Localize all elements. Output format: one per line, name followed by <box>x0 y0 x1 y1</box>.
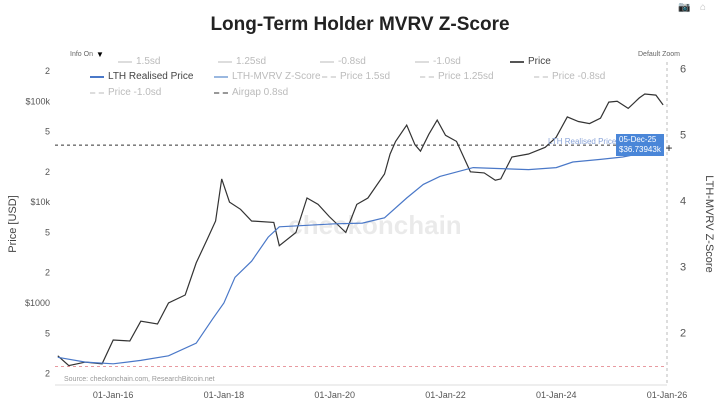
series-lth-realised-price <box>57 144 664 365</box>
source-note: Source: checkonchain.com, ResearchBitcoi… <box>64 376 215 383</box>
legend-swatch <box>534 75 548 78</box>
legend-swatch <box>214 91 228 94</box>
legend-swatch <box>510 60 524 63</box>
legend-label: Price 1.25sd <box>438 71 494 82</box>
legend-label: LTH Realised Price <box>108 71 194 82</box>
legend-item[interactable]: LTH-MVRV Z-Score <box>214 71 321 82</box>
default-zoom-button[interactable]: Default Zoom <box>638 51 681 58</box>
dropdown-arrow-icon[interactable]: ▼ <box>96 50 104 59</box>
y2-tick-label: 4 <box>680 195 686 207</box>
legend-item[interactable]: Price -1.0sd <box>90 87 161 98</box>
legend-item[interactable]: Price -0.8sd <box>534 71 605 82</box>
crosshair-icon: + <box>665 141 672 155</box>
legend-item[interactable]: Price 1.25sd <box>420 71 494 82</box>
tooltip-series-label: LTH Realised Price <box>548 137 617 146</box>
x-tick-label: 01-Jan-24 <box>536 390 577 400</box>
tooltip-value: $36.73943k <box>619 145 661 154</box>
legend-label: LTH-MVRV Z-Score <box>232 71 321 82</box>
y-tick-label: 5 <box>45 328 50 338</box>
y-tick-label: 2 <box>45 369 50 379</box>
info-toggle[interactable]: Info On <box>70 51 93 58</box>
legend-label: Airgap 0.8sd <box>232 87 289 98</box>
legend-label: -1.0sd <box>433 56 461 67</box>
legend-swatch <box>90 75 104 78</box>
y-tick-label: 2 <box>45 268 50 278</box>
legend-swatch <box>90 91 104 94</box>
legend-item[interactable]: Airgap 0.8sd <box>214 87 288 98</box>
tooltip-date: 05-Dec-25 <box>619 135 657 144</box>
legend-swatch <box>214 75 228 78</box>
legend-label: Price -0.8sd <box>552 71 606 82</box>
y-tick-label: 2 <box>45 167 50 177</box>
legend-item[interactable]: LTH Realised Price <box>90 71 193 82</box>
y2-axis-title: LTH-MVRV Z-Score <box>703 175 715 272</box>
x-tick-label: 01-Jan-18 <box>204 390 245 400</box>
y-tick-label: $100k <box>25 96 50 106</box>
legend-swatch <box>420 75 434 78</box>
legend-item[interactable]: Price <box>510 56 551 67</box>
legend-swatch <box>218 60 232 63</box>
y-tick-label: $1000 <box>25 298 50 308</box>
x-tick-label: 01-Jan-22 <box>425 390 466 400</box>
legend-item[interactable]: Price 1.5sd <box>322 71 390 82</box>
home-icon[interactable]: ⌂ <box>700 2 707 13</box>
y2-tick-label: 6 <box>680 64 686 76</box>
legend-swatch <box>322 75 336 78</box>
legend-label: -0.8sd <box>338 56 366 67</box>
tooltip-box: 05-Dec-25 $36.73943k <box>616 134 664 156</box>
y2-tick-label: 3 <box>680 261 686 273</box>
y-tick-label: 2 <box>45 66 50 76</box>
legend-item[interactable]: -1.0sd <box>415 56 461 67</box>
legend-label: 1.25sd <box>236 56 267 67</box>
chart-title: Long-Term Holder MVRV Z-Score <box>210 14 510 35</box>
legend-swatch <box>320 60 334 63</box>
camera-icon[interactable]: 📷 <box>678 2 691 13</box>
legend-label: 1.5sd <box>136 56 161 67</box>
legend-item[interactable]: 1.5sd <box>118 56 160 67</box>
y-tick-label: $10k <box>30 197 50 207</box>
y-axis-title: Price [USD] <box>7 195 19 252</box>
legend-label: Price -1.0sd <box>108 87 162 98</box>
y2-tick-label: 5 <box>680 130 686 142</box>
y-tick-label: 5 <box>45 127 50 137</box>
legend-label: Price 1.5sd <box>340 71 391 82</box>
legend-swatch <box>118 60 132 63</box>
x-tick-label: 01-Jan-16 <box>93 390 134 400</box>
legend-swatch <box>415 60 429 63</box>
legend-label: Price <box>528 56 551 67</box>
x-tick-label: 01-Jan-26 <box>647 390 688 400</box>
y2-tick-label: 2 <box>680 327 686 339</box>
legend-item[interactable]: 1.25sd <box>218 56 266 67</box>
legend-item[interactable]: -0.8sd <box>320 56 366 67</box>
x-tick-label: 01-Jan-20 <box>314 390 355 400</box>
y-tick-label: 5 <box>45 228 50 238</box>
